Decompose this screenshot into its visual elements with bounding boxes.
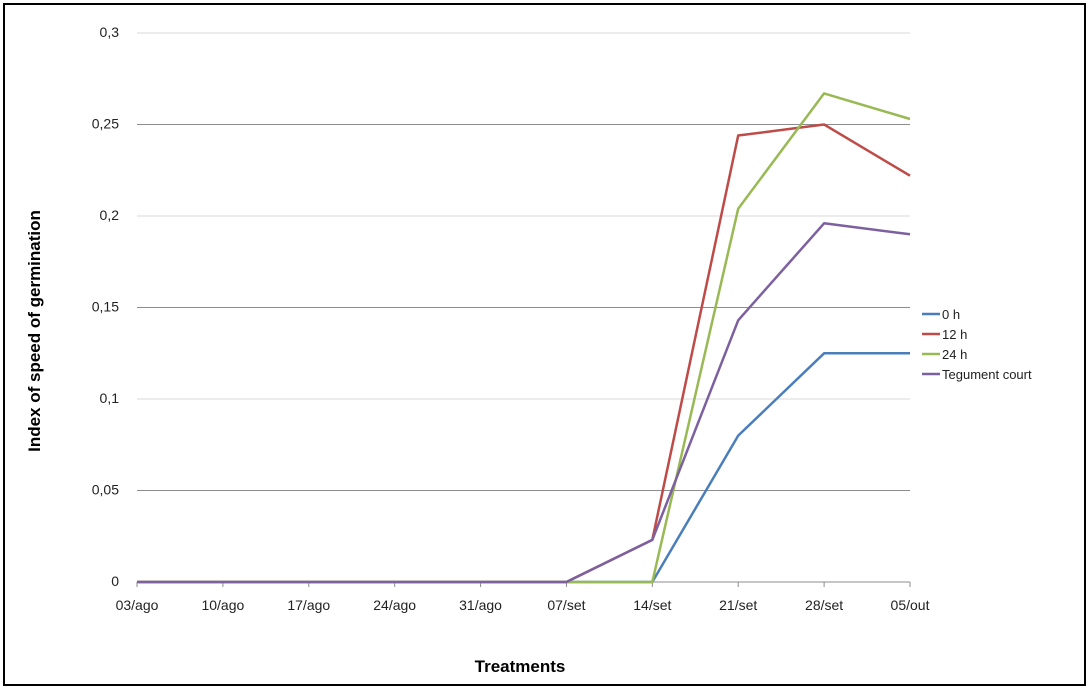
legend-label: 24 h: [942, 347, 967, 362]
legend-label: Tegument court: [942, 367, 1032, 382]
x-axis-title: Treatments: [475, 657, 566, 676]
gridlines: [137, 32, 910, 491]
x-tick-label: 17/ago: [287, 597, 330, 613]
x-tick-labels: 03/ago 10/ago 17/ago 24/ago 31/ago 07/set 14/s…: [116, 597, 930, 613]
legend-label: 12 h: [942, 327, 967, 342]
x-tick-label: 03/ago: [116, 597, 159, 613]
y-tick-label: 0,05: [92, 482, 119, 498]
y-tick-label: 0,25: [92, 116, 119, 132]
y-tick-label: 0,2: [100, 207, 120, 223]
y-tick-label: 0: [111, 573, 119, 589]
y-axis-title: Index of speed of germination: [25, 210, 44, 452]
x-tick-label: 14/set: [633, 597, 671, 613]
series-line: [137, 92, 911, 584]
series-lines: [137, 92, 911, 584]
y-tick-label: 0,15: [92, 299, 119, 315]
series-line: [137, 222, 911, 584]
x-tick-label: 24/ago: [373, 597, 416, 613]
x-tick-label: 21/set: [719, 597, 757, 613]
y-tick-label: 0,3: [100, 24, 120, 40]
y-tick-labels: 0 0,05 0,1 0,15 0,2 0,25 0,3: [92, 24, 119, 589]
x-tick-label: 05/out: [891, 597, 930, 613]
y-tick-label: 0,1: [100, 390, 120, 406]
legend-label: 0 h: [942, 307, 960, 322]
series-line: [137, 123, 911, 584]
series-line: [137, 352, 910, 584]
x-tick-label: 28/set: [805, 597, 843, 613]
x-tick-label: 31/ago: [459, 597, 502, 613]
x-tick-label: 10/ago: [201, 597, 244, 613]
x-tick-label: 07/set: [547, 597, 585, 613]
legend: 0 h 12 h 24 h Tegument court: [922, 307, 1032, 382]
